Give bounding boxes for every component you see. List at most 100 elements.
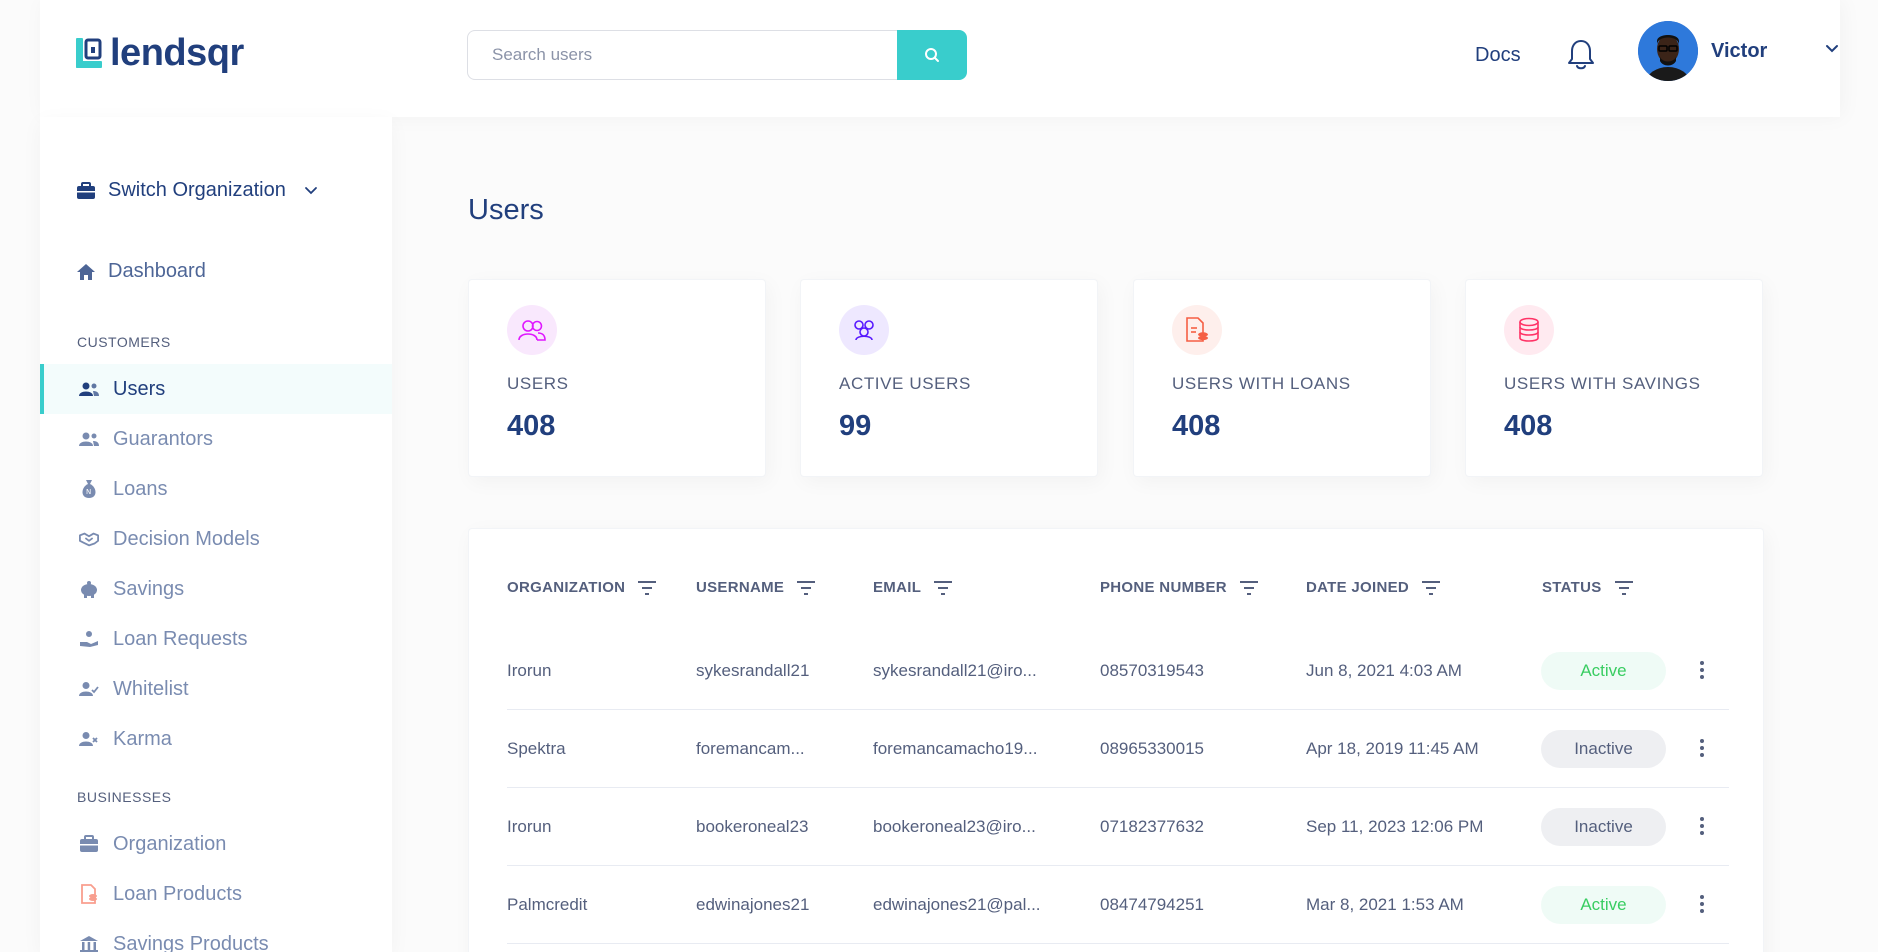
handshake-icon (79, 529, 99, 549)
users-table: ORGANIZATION USERNAME EMAIL PHONE NUMBER… (468, 528, 1764, 952)
sidebar-item-label: Users (113, 377, 166, 400)
sidebar-item-dashboard[interactable]: Dashboard (76, 260, 206, 283)
stat-card-users-with-savings: USERS WITH SAVINGS 408 (1465, 279, 1763, 477)
sidebar-item-label: Dashboard (108, 260, 206, 282)
search-button[interactable] (897, 30, 967, 80)
cell-username: bookeroneal23 (696, 817, 809, 836)
table-row[interactable]: Palmcredit edwinajones21 edwinajones21@p… (507, 866, 1729, 944)
cell-username: edwinajones21 (696, 895, 810, 914)
column-header-phone-number[interactable]: PHONE NUMBER (1100, 579, 1259, 596)
column-header-organization[interactable]: ORGANIZATION (507, 579, 657, 596)
active-users-icon (839, 305, 889, 355)
status-badge: Inactive (1541, 730, 1666, 768)
loan-product-icon (79, 884, 99, 904)
sidebar-item-loan-products[interactable]: Loan Products (40, 869, 392, 919)
svg-text:N: N (86, 488, 91, 496)
status-badge: Active (1541, 652, 1666, 690)
table-row[interactable]: Spektra foremancam... foremancamacho19..… (507, 710, 1729, 788)
sidebar-item-label: Savings (113, 577, 185, 600)
chevron-down-icon (304, 186, 317, 194)
sidebar-item-savings-products[interactable]: Savings Products (40, 919, 392, 952)
user-x-icon (79, 729, 99, 749)
column-header-status[interactable]: STATUS (1542, 579, 1634, 596)
more-options-icon[interactable] (1692, 892, 1712, 916)
sidebar-item-savings[interactable]: Savings (40, 564, 392, 614)
sidebar-item-organization[interactable]: Organization (40, 819, 392, 869)
search-bar (467, 30, 967, 80)
briefcase-icon (77, 181, 95, 199)
stat-card-active-users: ACTIVE USERS 99 (800, 279, 1098, 477)
cell-date-joined: Jun 8, 2021 4:03 AM (1306, 661, 1462, 680)
column-header-email[interactable]: EMAIL (873, 579, 953, 596)
cell-date-joined: Mar 8, 2021 1:53 AM (1306, 895, 1464, 914)
sidebar-item-label: Karma (113, 727, 172, 750)
more-options-icon[interactable] (1692, 736, 1712, 760)
header-label: STATUS (1542, 579, 1602, 596)
logo[interactable]: lendsqr (76, 34, 244, 72)
top-header: lendsqr Docs Victor (40, 0, 1840, 117)
stat-value: 99 (839, 410, 872, 442)
column-header-date-joined[interactable]: DATE JOINED (1306, 579, 1441, 596)
sidebar-item-decision-models[interactable]: Decision Models (40, 514, 392, 564)
sidebar-item-label: Decision Models (113, 527, 260, 550)
lendsqr-logo-icon (76, 38, 102, 68)
filter-icon[interactable] (1421, 580, 1441, 596)
bank-icon (79, 934, 99, 952)
column-header-username[interactable]: USERNAME (696, 579, 816, 596)
sidebar-item-label: Whitelist (113, 677, 189, 700)
stat-label: ACTIVE USERS (839, 374, 971, 393)
cell-date-joined: Sep 11, 2023 12:06 PM (1306, 817, 1484, 836)
filter-icon[interactable] (933, 580, 953, 596)
cell-phone: 07182377632 (1100, 817, 1205, 836)
more-options-icon[interactable] (1692, 814, 1712, 838)
sidebar-item-loan-requests[interactable]: Loan Requests (40, 614, 392, 664)
stat-label: USERS (507, 374, 569, 393)
sidebar-item-guarantors[interactable]: Guarantors (40, 414, 392, 464)
cell-email: edwinajones21@pal... (873, 895, 1041, 914)
sidebar-item-label: Loans (113, 477, 168, 500)
search-input[interactable] (467, 30, 897, 80)
docs-link[interactable]: Docs (1475, 44, 1521, 66)
more-options-icon[interactable] (1692, 658, 1712, 682)
sidebar-item-label: Loan Products (113, 882, 242, 905)
sidebar-item-loans[interactable]: N Loans (40, 464, 392, 514)
piggy-bank-icon (79, 579, 99, 599)
stat-label: USERS WITH SAVINGS (1504, 374, 1701, 393)
cell-phone: 08570319543 (1100, 661, 1205, 680)
coins-icon (1504, 305, 1554, 355)
cell-username: foremancam... (696, 739, 805, 758)
home-icon (77, 263, 95, 280)
users-icon (507, 305, 557, 355)
search-icon (925, 48, 939, 62)
header-label: USERNAME (696, 579, 785, 596)
filter-icon[interactable] (796, 580, 816, 596)
sidebar-item-karma[interactable]: Karma (40, 714, 392, 764)
cell-organization: Palmcredit (507, 895, 588, 914)
page-title: Users (468, 194, 544, 226)
header-label: EMAIL (873, 579, 922, 596)
avatar[interactable] (1638, 21, 1698, 81)
sidebar-item-label: Guarantors (113, 427, 214, 450)
cell-email: bookeroneal23@iro... (873, 817, 1036, 836)
notification-bell-icon[interactable] (1565, 38, 1597, 72)
table-row[interactable]: Irorun sykesrandall21 sykesrandall21@iro… (507, 632, 1729, 710)
sidebar: Switch Organization Dashboard CUSTOMERS … (40, 117, 392, 952)
user-name[interactable]: Victor (1711, 40, 1768, 62)
header-label: ORGANIZATION (507, 579, 626, 596)
sidebar-item-users[interactable]: Users (40, 364, 392, 414)
filter-icon[interactable] (1614, 580, 1634, 596)
filter-icon[interactable] (637, 580, 657, 596)
header-label: PHONE NUMBER (1100, 579, 1227, 596)
cell-organization: Irorun (507, 817, 552, 836)
switch-organization-dropdown[interactable]: Switch Organization (76, 179, 318, 202)
sidebar-item-label: Loan Requests (113, 627, 248, 650)
chevron-down-icon[interactable] (1825, 44, 1839, 54)
filter-icon[interactable] (1239, 580, 1259, 596)
sidebar-item-whitelist[interactable]: Whitelist (40, 664, 392, 714)
stat-label: USERS WITH LOANS (1172, 374, 1351, 393)
table-row[interactable]: Irorun bookeroneal23 bookeroneal23@iro..… (507, 788, 1729, 866)
guarantors-icon (79, 429, 99, 449)
status-badge: Inactive (1541, 808, 1666, 846)
stat-value: 408 (1504, 410, 1553, 442)
cell-date-joined: Apr 18, 2019 11:45 AM (1306, 739, 1479, 758)
